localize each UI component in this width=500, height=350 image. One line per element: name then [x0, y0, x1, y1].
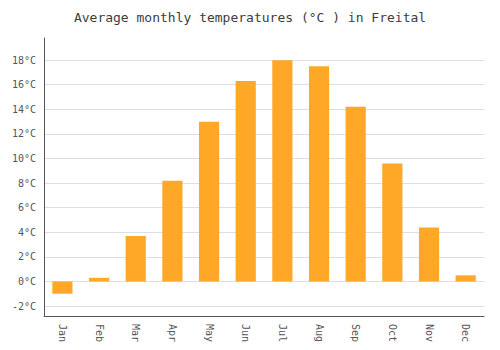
- svg-text:-2°C: -2°C: [12, 301, 36, 312]
- svg-text:8°C: 8°C: [18, 178, 36, 189]
- svg-text:12°C: 12°C: [12, 128, 36, 139]
- svg-text:May: May: [204, 324, 215, 342]
- svg-text:Sep: Sep: [350, 324, 361, 342]
- svg-text:Nov: Nov: [424, 324, 435, 342]
- svg-text:6°C: 6°C: [18, 202, 36, 213]
- svg-text:Dec: Dec: [460, 324, 471, 342]
- svg-text:Feb: Feb: [94, 324, 105, 342]
- svg-text:Mar: Mar: [130, 324, 141, 342]
- svg-text:18°C: 18°C: [12, 55, 36, 66]
- svg-text:2°C: 2°C: [18, 251, 36, 262]
- svg-text:10°C: 10°C: [12, 153, 36, 164]
- svg-text:Apr: Apr: [167, 324, 178, 342]
- svg-text:4°C: 4°C: [18, 227, 36, 238]
- svg-text:Jul: Jul: [277, 324, 288, 342]
- svg-text:16°C: 16°C: [12, 79, 36, 90]
- svg-text:Average monthly temperatures (: Average monthly temperatures (°C ) in Fr…: [74, 10, 426, 25]
- svg-text:0°C: 0°C: [18, 276, 36, 287]
- svg-text:Jan: Jan: [57, 324, 68, 342]
- svg-text:Aug: Aug: [314, 324, 325, 342]
- svg-text:14°C: 14°C: [12, 104, 36, 115]
- svg-text:Oct: Oct: [387, 324, 398, 342]
- svg-text:Jun: Jun: [240, 324, 251, 342]
